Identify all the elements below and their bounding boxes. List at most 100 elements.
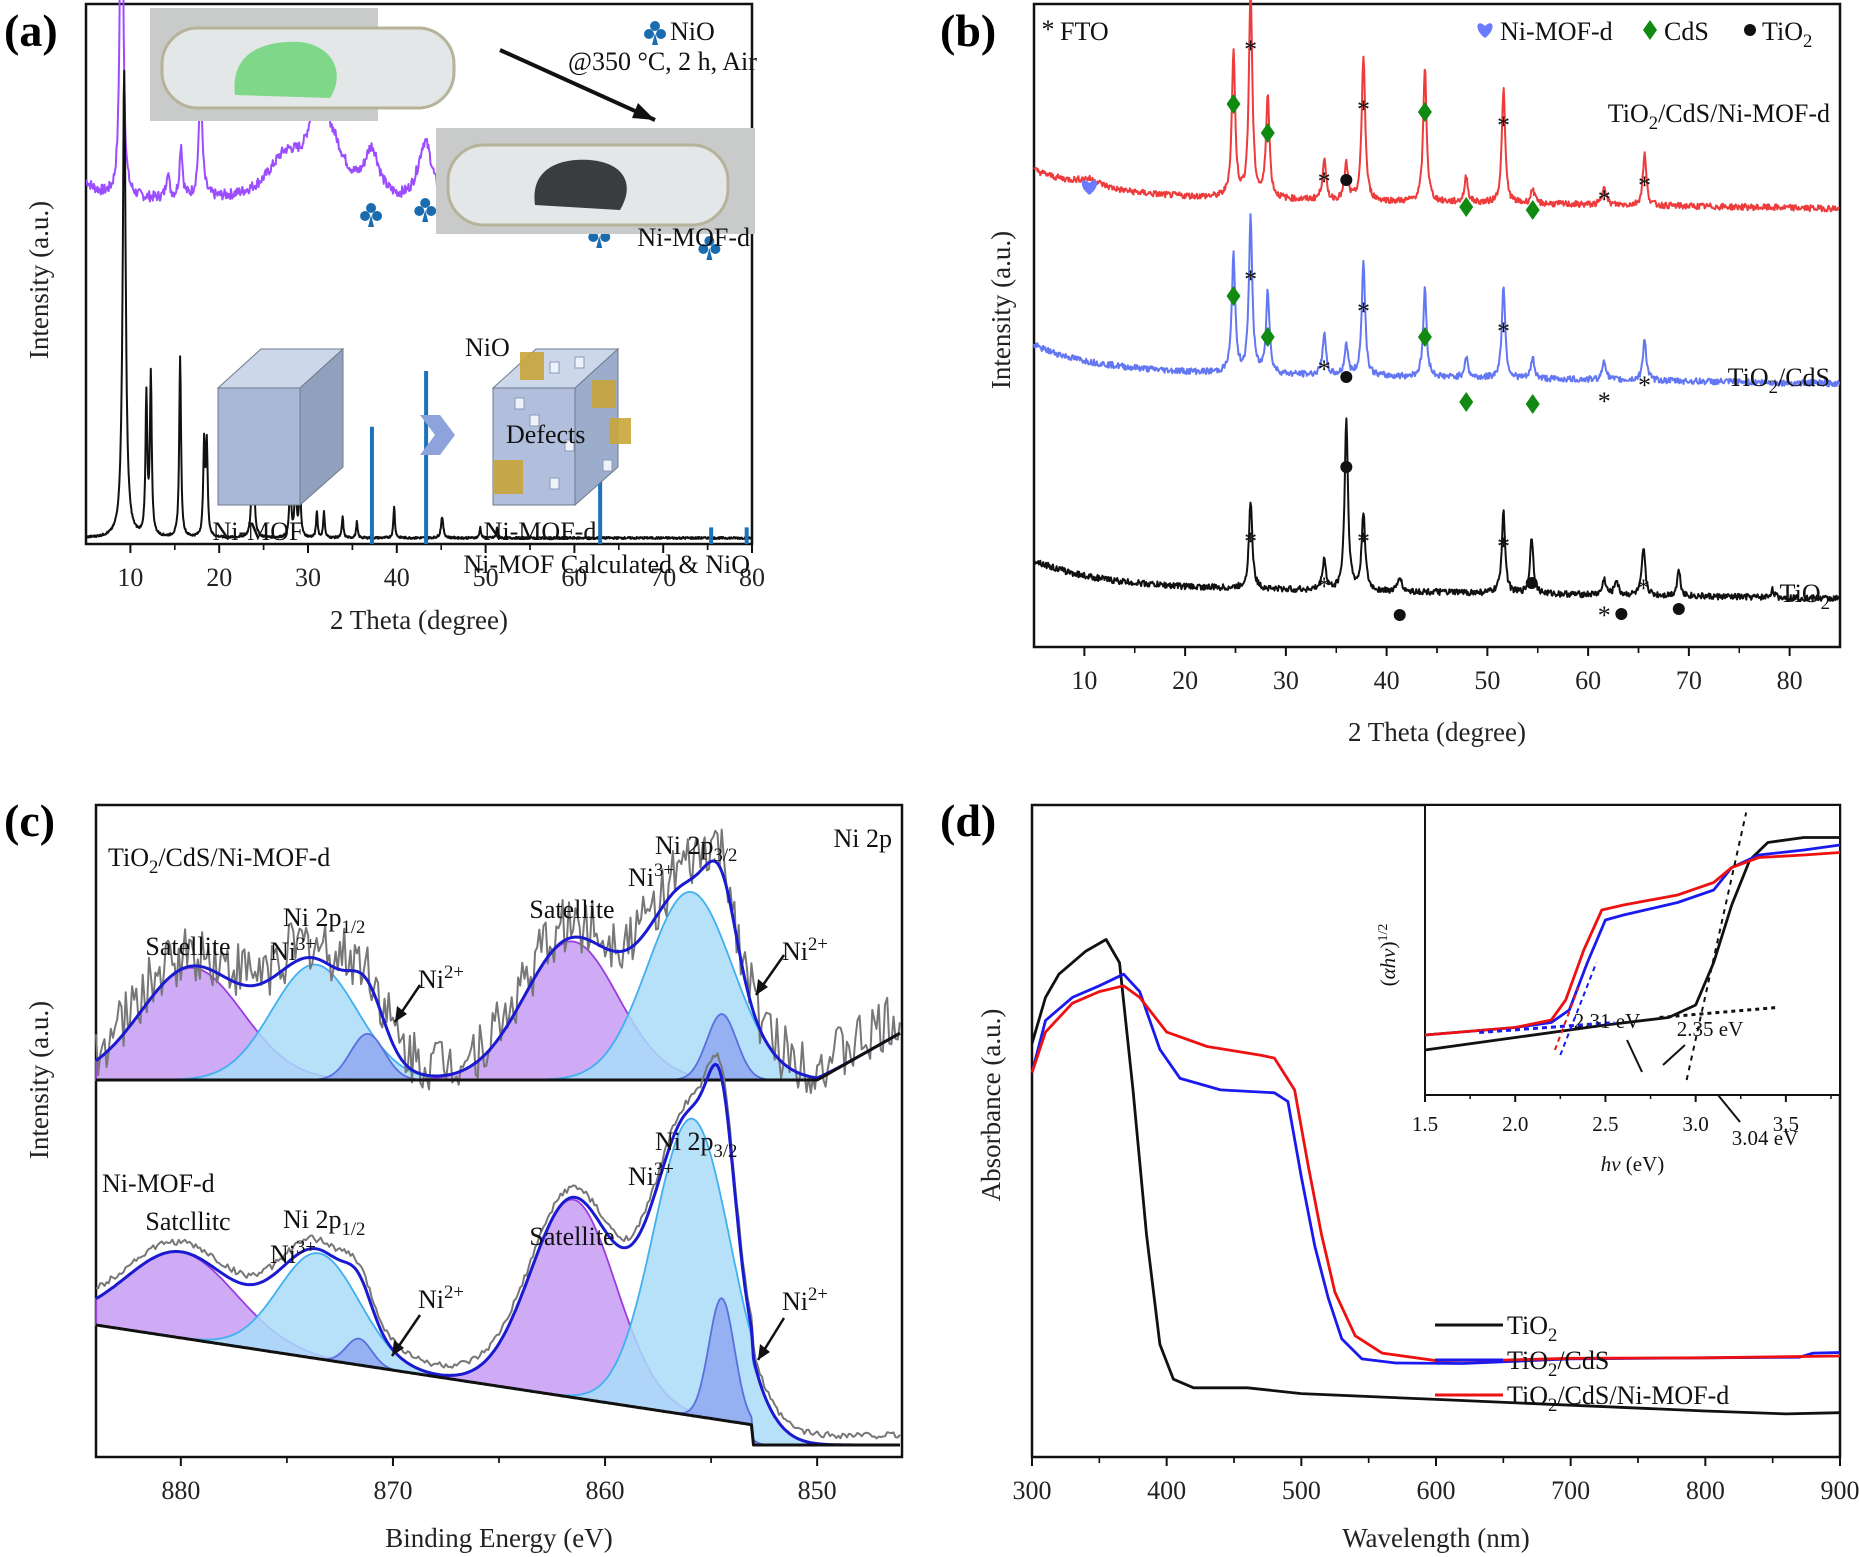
club-lobe <box>698 244 709 254</box>
ni3-label-2p12: Ni3+ <box>270 1237 316 1269</box>
peak-label-ni-2p12: Ni 2p1/2 <box>283 1205 365 1240</box>
asterisk-marker: * <box>1598 185 1611 214</box>
x-tick-label: 40 <box>1374 666 1400 695</box>
diamond-marker <box>1459 197 1474 217</box>
schematic-ni-mof-cube <box>216 347 345 507</box>
photo-black-ni-mof-d <box>436 128 755 234</box>
x-tick-label: 60 <box>1575 666 1601 695</box>
club-lobe <box>644 29 654 39</box>
defect-site <box>574 356 585 369</box>
process-arrow <box>499 48 656 122</box>
satellite-label-2p32: Satellite <box>529 1222 614 1251</box>
nio-schematic-label: NiO <box>465 333 510 362</box>
club-lobe <box>588 232 599 242</box>
panel-c-xps: 880 870 860 850 Binding Energy (eV) Intensity… <box>24 803 904 1553</box>
tangent-baseline-tio2-cds <box>1479 1021 1615 1034</box>
x-tick-label: 70 <box>650 563 676 592</box>
circle-marker <box>1615 608 1628 620</box>
asterisk-marker: * <box>1318 572 1331 601</box>
circle-marker <box>1744 24 1756 36</box>
x-tick-label: 30 <box>295 563 321 592</box>
series-line-tio2-cds-ni-mof-d <box>1033 0 1840 213</box>
ni3-label-2p32: Ni3+ <box>628 1159 674 1191</box>
diamond-marker <box>1260 327 1275 347</box>
inset-x-axis-title: hv (eV) <box>1601 1152 1665 1176</box>
x-axis-title: 2 Theta (degree) <box>330 605 508 635</box>
series-label-tio2: TiO2 <box>1780 579 1830 614</box>
x-tick-label: 50 <box>1474 666 1500 695</box>
x-tick-label: 50 <box>473 563 499 592</box>
fitted-envelope-line <box>95 1062 900 1447</box>
panel-a-xrd: 10 20 30 40 50 60 70 80 2 Theta (degree) Intensit… <box>24 0 765 635</box>
satellite-label-2p12: Satellite <box>145 932 230 961</box>
background-line <box>96 1031 901 1082</box>
circle-marker <box>1340 174 1353 186</box>
asterisk-marker: * <box>1497 111 1510 140</box>
asterisk-marker: * <box>1637 574 1650 603</box>
cube-front <box>217 387 301 506</box>
circle-marker <box>1340 371 1353 383</box>
x-tick-label: 70 <box>1676 666 1702 695</box>
inset-x-tick-label: 1.5 <box>1412 1112 1438 1136</box>
arrow-head <box>756 979 768 995</box>
club-stem <box>596 236 603 248</box>
asterisk-marker: * <box>1357 527 1370 556</box>
inset-tauc-plot: 1.5 2.0 2.5 3.0 3.5 hv (eV) (αhv)1/2 2.31 eV 2.3… <box>1376 804 1841 1176</box>
ni2-label-2p32: Ni2+ <box>782 934 828 966</box>
legend-label-fto: FTO <box>1060 17 1109 46</box>
x-tick-label: 600 <box>1417 1476 1456 1505</box>
club-marker <box>414 198 437 222</box>
arrow-head <box>395 1006 407 1022</box>
arrow-head <box>392 1340 404 1356</box>
panel-label-d: (d) <box>940 795 996 846</box>
panel-d-uvvis: 300 400 500 600 700 800 900 Wavelength (nm) Abso… <box>976 803 1859 1553</box>
club-lobe <box>420 198 431 208</box>
ni2-label-2p12: Ni2+ <box>418 1282 464 1314</box>
asterisk-marker: * <box>1497 532 1510 561</box>
asterisk-marker: * <box>1318 355 1331 384</box>
heart-marker <box>1081 180 1097 195</box>
inset-x-tick-label: 3.5 <box>1773 1112 1799 1136</box>
y-axis-title: Intensity (a.u.) <box>24 201 54 359</box>
panel-b-xrd: 10 20 30 40 50 60 70 80 2 Theta (degree) Intensit… <box>986 0 1842 747</box>
club-lobe <box>426 206 437 216</box>
diamond-marker <box>1260 123 1275 143</box>
x-axis-title: 2 Theta (degree) <box>1348 717 1526 747</box>
diamond-marker <box>1459 392 1474 412</box>
cube-label-ni-mof-d: Ni-MOF-d <box>484 517 597 546</box>
asterisk-marker: * <box>1638 371 1651 400</box>
diamond-marker <box>1226 286 1241 306</box>
asterisk-marker: * <box>1357 95 1370 124</box>
nio-particle <box>592 380 616 408</box>
series-label-tio2-cds: TiO2/CdS <box>1728 363 1830 398</box>
x-tick-label: 880 <box>161 1476 200 1505</box>
legend-label-nio: NiO <box>670 17 715 46</box>
club-lobe <box>656 29 666 39</box>
club-stem <box>368 215 375 227</box>
inset-x-tick-label: 2.0 <box>1502 1112 1528 1136</box>
defect-site <box>602 459 613 472</box>
club-stem <box>652 33 658 45</box>
band-gap-arrow <box>1662 1044 1686 1066</box>
panel-label-a: (a) <box>4 5 58 56</box>
asterisk-marker: * <box>1244 35 1257 64</box>
defect-site <box>549 477 560 490</box>
defect-site <box>549 361 560 374</box>
band-gap-label-tio2-cds-ni-mof-d: 2.31 eV <box>1574 1009 1641 1033</box>
defect-site <box>514 397 525 410</box>
asterisk-marker: * <box>1357 297 1370 326</box>
chevron-arrow-icon <box>420 415 455 455</box>
tangent-baseline-tio2 <box>1659 1006 1777 1019</box>
process-condition-label: @350 °C, 2 h, Air <box>568 47 757 76</box>
asterisk-marker: * <box>1638 171 1651 200</box>
band-gap-arrow <box>1717 1094 1741 1123</box>
arrow-head <box>758 1344 770 1360</box>
series-label-tio2-cds-ni-mof-d: TiO2/CdS/Ni-MOF-d <box>1608 99 1830 134</box>
club-marker <box>644 21 666 45</box>
sample-label-ni-mof-d: Ni-MOF-d <box>102 1169 215 1198</box>
x-axis-title: Binding Energy (eV) <box>385 1523 612 1553</box>
x-tick-label: 300 <box>1013 1476 1052 1505</box>
satellite-label-2p12: Satcllitc <box>145 1207 230 1236</box>
circle-marker <box>1340 461 1353 473</box>
series-label-ni-mof-d: Ni-MOF-d <box>637 223 750 252</box>
